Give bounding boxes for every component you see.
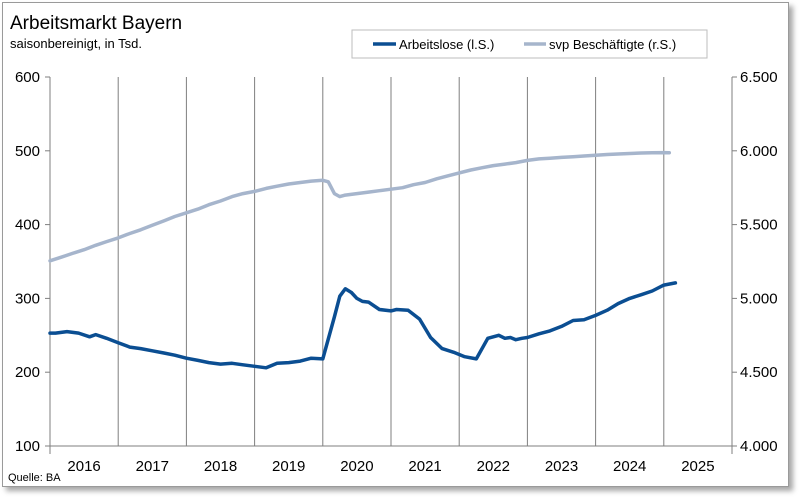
x-axis-tick-label: 2020	[340, 458, 373, 475]
x-axis-tick-label: 2021	[408, 458, 441, 475]
right-axis-tick-labels: 4.000 4.500 5.000 5.500 6.000 6.500	[740, 69, 778, 455]
chart-title: Arbeitsmarkt Bayern	[10, 13, 182, 34]
right-axis-tick-label: 4.000	[740, 438, 778, 455]
left-axis-tick-label: 600	[15, 69, 40, 86]
right-axis-tick-label: 4.500	[740, 364, 778, 381]
right-axis-tick-label: 6.500	[740, 69, 778, 86]
x-axis-tick-labels: 2016 2017 2018 2019 2020 2021 2022 2023 2024 2025	[67, 458, 714, 475]
legend: Arbeitslose (l.S.) svp Beschäftigte (r.S…	[351, 29, 708, 59]
x-axis-tick-label: 2022	[477, 458, 510, 475]
x-axis-tick-label: 2019	[272, 458, 305, 475]
series-lines	[48, 150, 678, 370]
x-axis-tick-label: 2017	[136, 458, 169, 475]
vertical-gridlines	[117, 77, 665, 446]
left-axis-tick-label: 200	[15, 364, 40, 381]
source-note: Quelle: BA	[8, 472, 61, 484]
legend-label-arbeitslose: Arbeitslose (l.S.)	[399, 37, 494, 52]
x-axis-tick-label: 2018	[204, 458, 237, 475]
chart-frame	[2, 2, 789, 487]
x-axis-tick-label: 2016	[67, 458, 100, 475]
right-axis-tick-label: 5.500	[740, 217, 778, 234]
left-axis-tick-labels: 100 200 300 400 500 600	[15, 69, 40, 455]
chart-subtitle: saisonbereinigt, in Tsd.	[10, 36, 142, 51]
x-axis-tick-label: 2024	[613, 458, 646, 475]
left-axis-tick-label: 500	[15, 143, 40, 160]
left-axis-tick-label: 300	[15, 290, 40, 307]
left-axis-tick-label: 100	[15, 438, 40, 455]
legend-label-beschaeftigte: svp Beschäftigte (r.S.)	[549, 37, 676, 52]
right-axis-tick-label: 5.000	[740, 290, 778, 307]
series-line-arbeitslose	[48, 281, 678, 370]
series-line-beschaeftigte	[48, 150, 672, 263]
x-axis-tick-label: 2023	[545, 458, 578, 475]
right-axis-tick-label: 6.000	[740, 143, 778, 160]
left-axis-tick-label: 400	[15, 217, 40, 234]
axes	[45, 76, 737, 454]
x-axis-tick-label: 2025	[681, 458, 714, 475]
